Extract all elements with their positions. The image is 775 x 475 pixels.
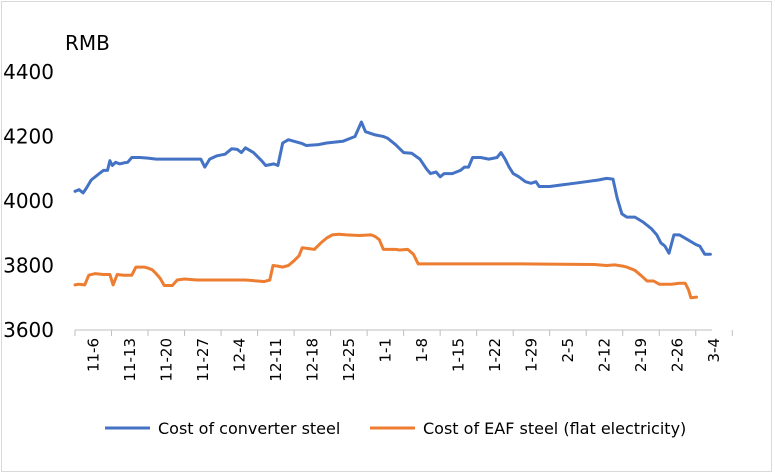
y-tick-label: 3800 bbox=[3, 254, 54, 278]
x-axis-tick-labels: 11-6 11-13 11-20 11-27 12-4 12-11 12-18 12-25 1-… bbox=[84, 338, 723, 382]
y-axis-ticks: 3600 3800 4000 4200 4400 bbox=[3, 60, 54, 342]
x-tick-label: 1-22 bbox=[486, 338, 504, 372]
x-tick-label: 1-8 bbox=[413, 338, 431, 363]
series-lines bbox=[73, 120, 712, 300]
x-tick-label: 2-26 bbox=[669, 338, 687, 372]
legend-label-eaf-steel: Cost of EAF steel (flat electricity) bbox=[423, 419, 686, 438]
series-line-converter-steel bbox=[73, 120, 712, 256]
x-tick-label: 11-20 bbox=[157, 338, 175, 382]
legend: Cost of converter steel Cost of EAF stee… bbox=[105, 419, 686, 438]
x-tick-label: 11-13 bbox=[121, 338, 139, 382]
y-tick-label: 4200 bbox=[3, 125, 54, 149]
x-tick-label: 1-1 bbox=[376, 338, 394, 363]
x-tick-label: 1-29 bbox=[522, 338, 540, 372]
legend-label-converter-steel: Cost of converter steel bbox=[158, 419, 340, 438]
x-tick-label: 3-4 bbox=[705, 338, 723, 363]
x-tick-label: 2-19 bbox=[632, 338, 650, 372]
x-tick-label: 2-5 bbox=[559, 338, 577, 363]
y-tick-label: 3600 bbox=[3, 318, 54, 342]
y-tick-label: 4000 bbox=[3, 189, 54, 213]
x-tick-label: 11-6 bbox=[84, 338, 102, 372]
x-tick-label: 12-11 bbox=[267, 338, 285, 382]
x-tick-label: 12-25 bbox=[340, 338, 358, 382]
x-tick-label: 12-18 bbox=[303, 338, 321, 382]
y-tick-label: 4400 bbox=[3, 60, 54, 84]
y-axis-unit-label: RMB bbox=[65, 31, 110, 55]
x-tick-label: 2-12 bbox=[595, 338, 613, 372]
x-axis-tick-marks bbox=[74, 330, 733, 336]
x-tick-label: 1-15 bbox=[449, 338, 467, 372]
x-tick-label: 11-27 bbox=[194, 338, 212, 382]
series-line-eaf-steel bbox=[73, 232, 699, 300]
x-tick-label: 12-4 bbox=[230, 338, 248, 372]
